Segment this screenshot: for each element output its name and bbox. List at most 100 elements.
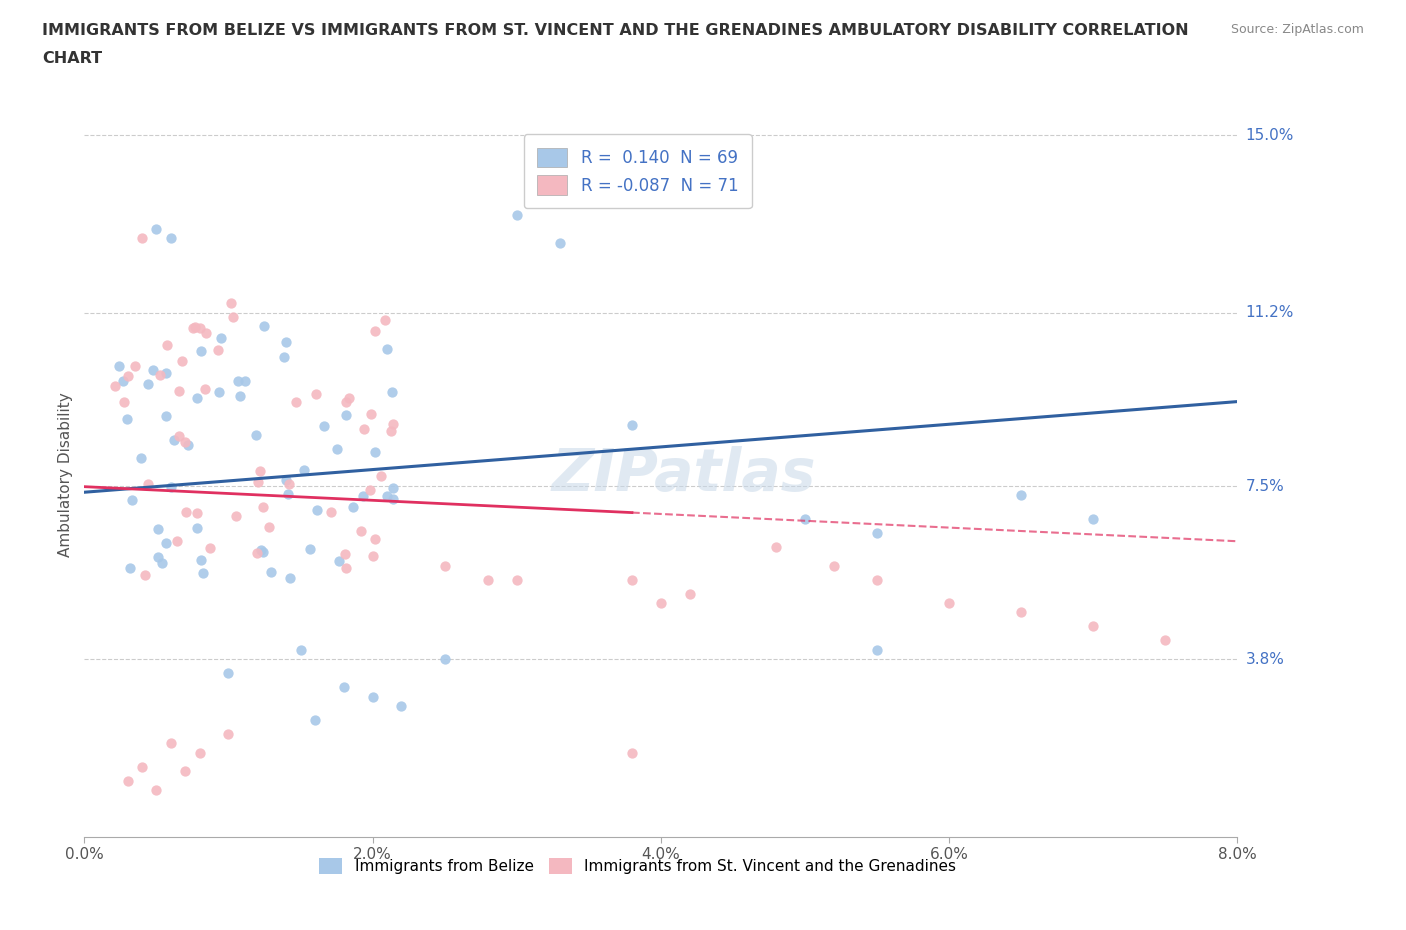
Point bbox=[121, 492, 143, 507]
Point bbox=[146, 522, 169, 537]
Point bbox=[229, 389, 252, 404]
Point bbox=[305, 387, 328, 402]
Text: ZIPatlas: ZIPatlas bbox=[551, 445, 815, 503]
Point bbox=[350, 524, 373, 538]
Point bbox=[136, 476, 159, 491]
Point bbox=[364, 323, 387, 338]
Point bbox=[145, 221, 167, 236]
Point bbox=[342, 499, 364, 514]
Point bbox=[155, 408, 177, 423]
Point bbox=[245, 546, 267, 561]
Point bbox=[380, 423, 402, 438]
Point bbox=[160, 736, 183, 751]
Point bbox=[174, 504, 197, 519]
Point bbox=[131, 231, 153, 246]
Point bbox=[166, 534, 188, 549]
Point bbox=[150, 556, 173, 571]
Point bbox=[290, 643, 312, 658]
Point bbox=[823, 558, 845, 573]
Point bbox=[186, 521, 208, 536]
Point bbox=[188, 320, 211, 335]
Text: IMMIGRANTS FROM BELIZE VS IMMIGRANTS FROM ST. VINCENT AND THE GRENADINES AMBULAT: IMMIGRANTS FROM BELIZE VS IMMIGRANTS FRO… bbox=[42, 23, 1189, 38]
Point bbox=[226, 373, 249, 388]
Point bbox=[548, 235, 571, 250]
Point bbox=[118, 561, 141, 576]
Point bbox=[274, 335, 297, 350]
Point bbox=[218, 666, 240, 681]
Point bbox=[1083, 512, 1105, 526]
Point bbox=[253, 318, 276, 333]
Point bbox=[621, 572, 644, 587]
Point bbox=[190, 344, 212, 359]
Point bbox=[131, 451, 153, 466]
Point bbox=[364, 445, 387, 460]
Point bbox=[1010, 488, 1032, 503]
Point bbox=[360, 406, 382, 421]
Point bbox=[304, 712, 326, 727]
Point bbox=[391, 698, 413, 713]
Point bbox=[765, 539, 787, 554]
Point bbox=[233, 374, 256, 389]
Point bbox=[186, 391, 208, 405]
Point bbox=[277, 477, 299, 492]
Point bbox=[319, 504, 342, 519]
Point bbox=[257, 520, 280, 535]
Point bbox=[195, 326, 218, 340]
Point bbox=[352, 488, 374, 503]
Point bbox=[374, 312, 396, 327]
Point bbox=[209, 330, 232, 345]
Point bbox=[134, 567, 156, 582]
Point bbox=[650, 595, 672, 610]
Point bbox=[333, 547, 356, 562]
Point bbox=[477, 572, 499, 587]
Point bbox=[621, 745, 644, 760]
Point bbox=[292, 462, 315, 477]
Point bbox=[252, 499, 274, 514]
Point bbox=[260, 565, 283, 579]
Point bbox=[314, 418, 336, 433]
Point bbox=[938, 595, 960, 610]
Point bbox=[328, 553, 350, 568]
Point bbox=[866, 572, 889, 587]
Point bbox=[117, 774, 139, 789]
Point bbox=[138, 377, 160, 392]
Point bbox=[621, 418, 644, 432]
Y-axis label: Ambulatory Disability: Ambulatory Disability bbox=[58, 392, 73, 557]
Point bbox=[866, 525, 889, 540]
Point bbox=[194, 382, 217, 397]
Point bbox=[284, 394, 307, 409]
Point bbox=[361, 549, 384, 564]
Point bbox=[145, 783, 167, 798]
Point bbox=[186, 505, 208, 520]
Point bbox=[155, 536, 177, 551]
Point bbox=[353, 421, 375, 436]
Point bbox=[335, 408, 357, 423]
Point bbox=[221, 296, 243, 311]
Point bbox=[307, 502, 329, 517]
Text: 15.0%: 15.0% bbox=[1246, 127, 1294, 142]
Point bbox=[381, 480, 404, 495]
Point bbox=[278, 571, 301, 586]
Point bbox=[174, 434, 197, 449]
Point bbox=[183, 320, 205, 335]
Point bbox=[167, 429, 190, 444]
Point bbox=[188, 745, 211, 760]
Point bbox=[142, 363, 165, 378]
Text: Source: ZipAtlas.com: Source: ZipAtlas.com bbox=[1230, 23, 1364, 36]
Point bbox=[359, 482, 381, 497]
Point bbox=[337, 391, 360, 405]
Point bbox=[247, 474, 270, 489]
Text: 3.8%: 3.8% bbox=[1246, 652, 1285, 667]
Point bbox=[364, 531, 387, 546]
Point bbox=[156, 338, 179, 352]
Point bbox=[131, 760, 153, 775]
Point bbox=[191, 565, 214, 580]
Point bbox=[381, 491, 404, 506]
Point bbox=[250, 542, 273, 557]
Point bbox=[333, 680, 356, 695]
Point bbox=[252, 544, 274, 559]
Point bbox=[335, 394, 357, 409]
Point bbox=[172, 353, 194, 368]
Point bbox=[149, 367, 172, 382]
Text: 11.2%: 11.2% bbox=[1246, 305, 1294, 320]
